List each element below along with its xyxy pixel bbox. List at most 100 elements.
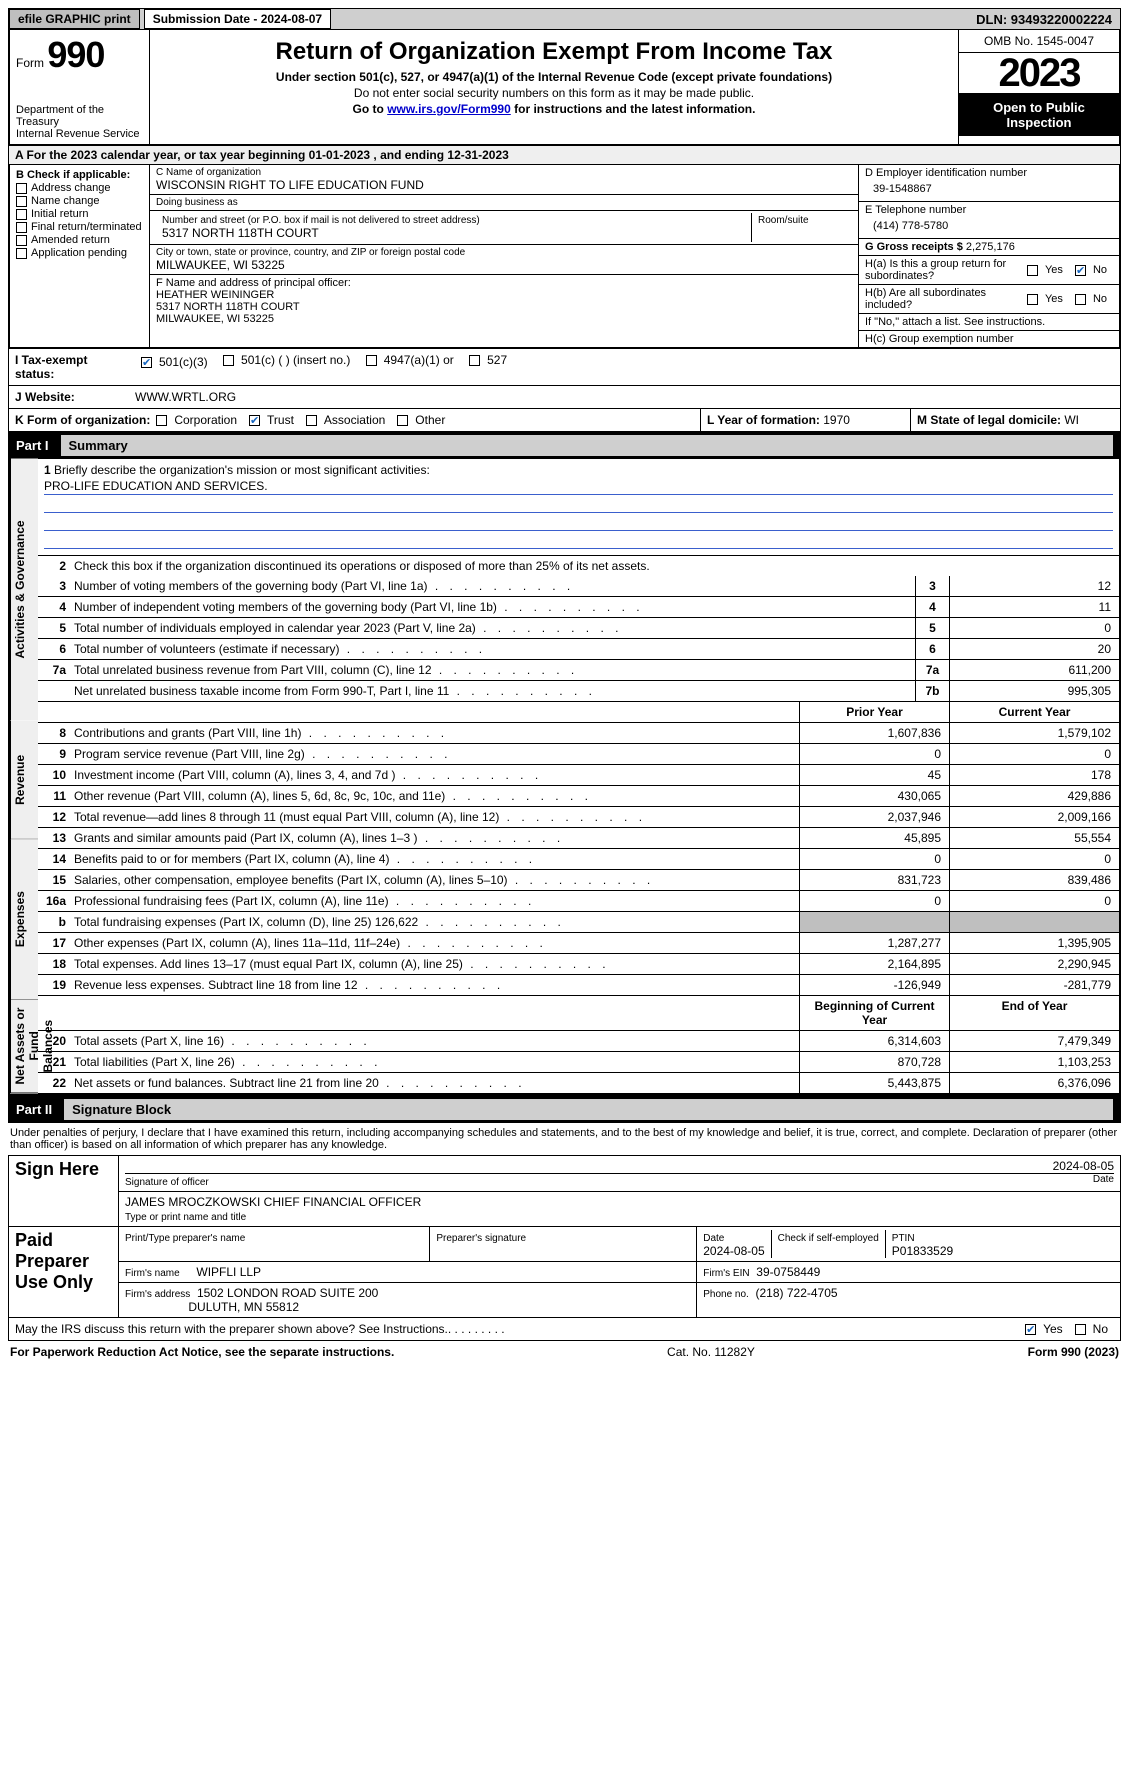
row-prior: 45,895 bbox=[799, 828, 949, 848]
row-desc: Program service revenue (Part VIII, line… bbox=[70, 744, 799, 764]
g-label: G Gross receipts $ bbox=[865, 241, 963, 253]
chk-discuss-no[interactable] bbox=[1075, 1324, 1086, 1335]
c-street-label: Number and street (or P.O. box if mail i… bbox=[162, 215, 745, 226]
chk-initial[interactable] bbox=[16, 209, 27, 220]
row-desc: Total revenue—add lines 8 through 11 (mu… bbox=[70, 807, 799, 827]
lbl-name-change: Name change bbox=[31, 195, 100, 207]
chk-assoc[interactable] bbox=[306, 415, 317, 426]
discuss-text: May the IRS discuss this return with the… bbox=[15, 1322, 448, 1336]
row-num: 14 bbox=[38, 849, 70, 869]
summary-row: 7aTotal unrelated business revenue from … bbox=[38, 660, 1119, 681]
efile-print-button[interactable]: efile GRAPHIC print bbox=[9, 9, 140, 29]
mission-blank2 bbox=[44, 515, 1113, 531]
row-val: 0 bbox=[949, 618, 1119, 638]
chk-trust[interactable] bbox=[249, 415, 260, 426]
chk-addr-change[interactable] bbox=[16, 183, 27, 194]
chk-501c3[interactable] bbox=[141, 357, 152, 368]
chk-527[interactable] bbox=[469, 355, 480, 366]
box-b-title: B Check if applicable: bbox=[16, 169, 130, 181]
inspect-line1: Open to Public bbox=[993, 100, 1085, 115]
firm-addr1: 1502 LONDON ROAD SUITE 200 bbox=[197, 1286, 378, 1300]
box-c: C Name of organization WISCONSIN RIGHT T… bbox=[150, 165, 859, 347]
row-num: 5 bbox=[38, 618, 70, 638]
row-prior: 0 bbox=[799, 744, 949, 764]
row-current: -281,779 bbox=[949, 975, 1119, 995]
part2-num: Part II bbox=[16, 1102, 64, 1117]
line-j: J Website: WWW.WRTL.ORG bbox=[8, 386, 1121, 409]
vtab-net: Net Assets or Fund Balances bbox=[10, 1000, 38, 1094]
summary-row: 15Salaries, other compensation, employee… bbox=[38, 870, 1119, 891]
line-a-end: 12-31-2023 bbox=[447, 148, 508, 162]
chk-app-pending[interactable] bbox=[16, 248, 27, 259]
chk-ha-no[interactable] bbox=[1075, 265, 1086, 276]
chk-corp[interactable] bbox=[156, 415, 167, 426]
row-current: 2,290,945 bbox=[949, 954, 1119, 974]
row-prior: -126,949 bbox=[799, 975, 949, 995]
paid-preparer-label: Paid Preparer Use Only bbox=[9, 1227, 119, 1318]
phone-label: Phone no. bbox=[703, 1289, 749, 1300]
chk-hb-yes[interactable] bbox=[1027, 294, 1038, 305]
row-num: 18 bbox=[38, 954, 70, 974]
chk-final[interactable] bbox=[16, 222, 27, 233]
summary-row: 6Total number of volunteers (estimate if… bbox=[38, 639, 1119, 660]
chk-501c[interactable] bbox=[223, 355, 234, 366]
chk-amended[interactable] bbox=[16, 235, 27, 246]
row-desc: Total liabilities (Part X, line 26) bbox=[70, 1052, 799, 1072]
c-name: WISCONSIN RIGHT TO LIFE EDUCATION FUND bbox=[156, 178, 852, 192]
firm-ein-label: Firm's EIN bbox=[703, 1268, 749, 1279]
summary-row: 4Number of independent voting members of… bbox=[38, 597, 1119, 618]
lbl-527: 527 bbox=[487, 353, 507, 367]
row-val: 611,200 bbox=[949, 660, 1119, 680]
chk-ha-yes[interactable] bbox=[1027, 265, 1038, 276]
row-desc: Professional fundraising fees (Part IX, … bbox=[70, 891, 799, 911]
row-desc: Benefits paid to or for members (Part IX… bbox=[70, 849, 799, 869]
row-current: 7,479,349 bbox=[949, 1031, 1119, 1051]
row-desc: Total unrelated business revenue from Pa… bbox=[70, 660, 915, 680]
irs-link[interactable]: www.irs.gov/Form990 bbox=[387, 102, 511, 116]
row-current: 2,009,166 bbox=[949, 807, 1119, 827]
box-degh: D Employer identification number 39-1548… bbox=[859, 165, 1119, 347]
form-header: Form 990 Department of the Treasury Inte… bbox=[8, 30, 1121, 146]
row-num: b bbox=[38, 912, 70, 932]
chk-name-change[interactable] bbox=[16, 196, 27, 207]
end-year-label: End of Year bbox=[949, 996, 1119, 1030]
goto-prefix: Go to bbox=[353, 102, 388, 116]
chk-discuss-yes[interactable] bbox=[1025, 1324, 1036, 1335]
d-value: 39-1548867 bbox=[865, 179, 1113, 199]
chk-4947[interactable] bbox=[366, 355, 377, 366]
lbl-addr-change: Address change bbox=[31, 182, 111, 194]
row-num: 19 bbox=[38, 975, 70, 995]
row-desc: Total number of volunteers (estimate if … bbox=[70, 639, 915, 659]
m-label: M State of legal domicile: bbox=[917, 413, 1064, 427]
row-desc: Number of voting members of the governin… bbox=[70, 576, 915, 596]
lbl-corp: Corporation bbox=[174, 413, 237, 427]
header-left: Form 990 Department of the Treasury Inte… bbox=[10, 30, 150, 144]
box-b: B Check if applicable: Address change Na… bbox=[10, 165, 150, 347]
inspect-line2: Inspection bbox=[1006, 115, 1071, 130]
chk-hb-no[interactable] bbox=[1075, 294, 1086, 305]
summary-row: 18Total expenses. Add lines 13–17 (must … bbox=[38, 954, 1119, 975]
begin-year-label: Beginning of Current Year bbox=[799, 996, 949, 1030]
lbl-no2: No bbox=[1093, 293, 1107, 305]
row-key: 4 bbox=[915, 597, 949, 617]
summary-row: 5Total number of individuals employed in… bbox=[38, 618, 1119, 639]
row-prior: 0 bbox=[799, 891, 949, 911]
mission-blank1 bbox=[44, 497, 1113, 513]
row-desc: Grants and similar amounts paid (Part IX… bbox=[70, 828, 799, 848]
goto-line: Go to www.irs.gov/Form990 for instructio… bbox=[158, 102, 950, 116]
discuss-row: May the IRS discuss this return with the… bbox=[8, 1318, 1121, 1341]
part2-header: Part II Signature Block bbox=[8, 1096, 1121, 1123]
chk-other[interactable] bbox=[397, 415, 408, 426]
f-city: MILWAUKEE, WI 53225 bbox=[156, 313, 852, 325]
mission-block: 1 Briefly describe the organization's mi… bbox=[38, 459, 1119, 556]
row-num: 4 bbox=[38, 597, 70, 617]
c-street: 5317 NORTH 118TH COURT bbox=[162, 226, 745, 240]
row-desc: Contributions and grants (Part VIII, lin… bbox=[70, 723, 799, 743]
q1-label: Briefly describe the organization's miss… bbox=[54, 463, 430, 477]
officer-name: JAMES MROCZKOWSKI CHIEF FINANCIAL OFFICE… bbox=[125, 1195, 1114, 1209]
l-label: L Year of formation: bbox=[707, 413, 823, 427]
part1-title: Summary bbox=[61, 435, 1113, 456]
row-desc: Other revenue (Part VIII, column (A), li… bbox=[70, 786, 799, 806]
f-name: HEATHER WEININGER bbox=[156, 289, 852, 301]
row-desc: Salaries, other compensation, employee b… bbox=[70, 870, 799, 890]
